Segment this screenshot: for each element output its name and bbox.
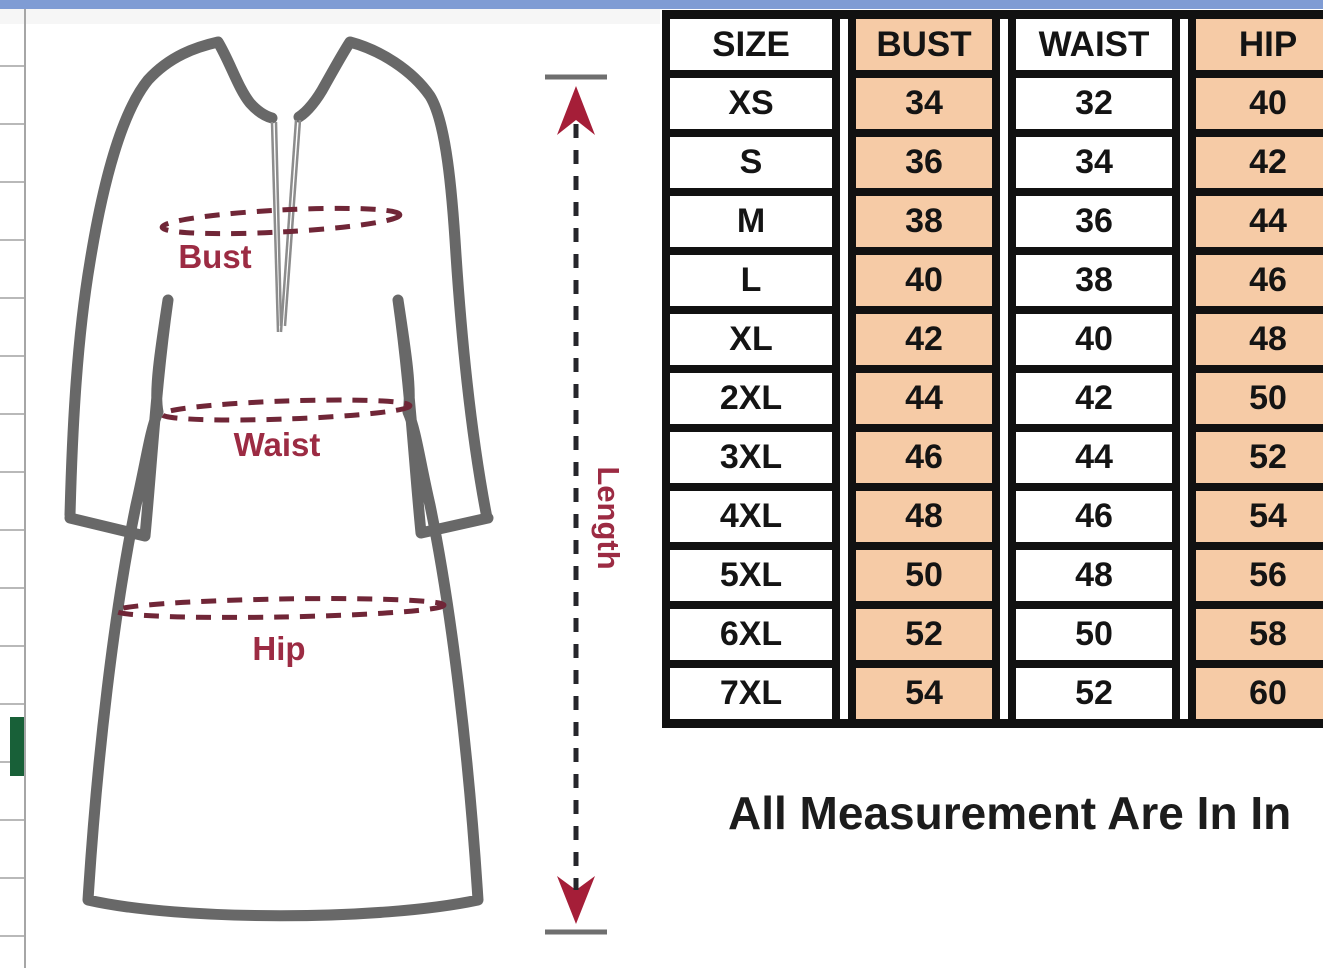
table-cell: 42 bbox=[1196, 129, 1323, 188]
table-cell: 54 bbox=[856, 660, 992, 719]
table-cell: 7XL bbox=[670, 660, 832, 719]
waist-line bbox=[159, 397, 413, 423]
table-cell: 42 bbox=[1016, 365, 1172, 424]
table-cell: XL bbox=[670, 306, 832, 365]
measurement-lines bbox=[113, 205, 447, 620]
table-cell: 36 bbox=[1016, 188, 1172, 247]
table-cell: 48 bbox=[1016, 542, 1172, 601]
table-cell: 5XL bbox=[670, 542, 832, 601]
table-cell: 44 bbox=[856, 365, 992, 424]
table-cell: 46 bbox=[1196, 247, 1323, 306]
hip-line bbox=[113, 596, 447, 620]
kurti-outline bbox=[64, 36, 494, 922]
table-cell: 40 bbox=[1016, 306, 1172, 365]
sheet-top-strip bbox=[0, 9, 660, 24]
column-header-bust: BUST bbox=[856, 19, 992, 70]
table-cell: S bbox=[670, 129, 832, 188]
column-header-size: SIZE bbox=[670, 19, 832, 70]
garment-diagram: Bust Waist Hip Length bbox=[64, 36, 626, 935]
table-cell: 52 bbox=[1016, 660, 1172, 719]
arrow-down-icon bbox=[557, 876, 595, 924]
table-cell: 38 bbox=[1016, 247, 1172, 306]
table-cell: 38 bbox=[856, 188, 992, 247]
top-blue-strip bbox=[0, 0, 1323, 9]
waist-label: Waist bbox=[234, 426, 321, 463]
table-cell: 58 bbox=[1196, 601, 1323, 660]
table-cell: 46 bbox=[1016, 483, 1172, 542]
table-cell: 40 bbox=[1196, 70, 1323, 129]
bust-line bbox=[159, 205, 403, 237]
table-cell: 6XL bbox=[670, 601, 832, 660]
table-cell: 46 bbox=[856, 424, 992, 483]
spreadsheet-margin bbox=[0, 9, 26, 968]
length-label: Length bbox=[591, 466, 626, 569]
length-arrow bbox=[545, 74, 607, 935]
column-header-waist: WAIST bbox=[1016, 19, 1172, 70]
table-cell: 34 bbox=[856, 70, 992, 129]
table-cell: 50 bbox=[1016, 601, 1172, 660]
table-cell: 56 bbox=[1196, 542, 1323, 601]
table-cell: 50 bbox=[856, 542, 992, 601]
table-cell: 60 bbox=[1196, 660, 1323, 719]
spreadsheet-selected-cell bbox=[10, 717, 24, 776]
table-column-waist: WAIST 32 34 36 38 40 42 44 46 48 50 52 bbox=[1008, 19, 1180, 719]
table-cell: 32 bbox=[1016, 70, 1172, 129]
table-cell: XS bbox=[670, 70, 832, 129]
table-cell: 3XL bbox=[670, 424, 832, 483]
table-cell: 44 bbox=[1016, 424, 1172, 483]
table-column-hip: HIP 40 42 44 46 48 50 52 54 56 58 60 bbox=[1188, 19, 1323, 719]
table-cell: 54 bbox=[1196, 483, 1323, 542]
table-cell: 34 bbox=[1016, 129, 1172, 188]
table-cell: 44 bbox=[1196, 188, 1323, 247]
table-cell: 36 bbox=[856, 129, 992, 188]
measurement-note: All Measurement Are In In bbox=[728, 787, 1292, 839]
table-column-size: SIZE XS S M L XL 2XL 3XL 4XL 5XL 6XL 7XL bbox=[662, 19, 840, 719]
table-cell: 4XL bbox=[670, 483, 832, 542]
bust-label: Bust bbox=[178, 238, 251, 275]
table-cell: 40 bbox=[856, 247, 992, 306]
size-table: SIZE XS S M L XL 2XL 3XL 4XL 5XL 6XL 7XL BUST 34 36 38 4… bbox=[662, 19, 1323, 719]
table-cell: 2XL bbox=[670, 365, 832, 424]
table-cell: 42 bbox=[856, 306, 992, 365]
table-bottom-border bbox=[662, 719, 1323, 728]
table-top-border bbox=[662, 10, 1323, 19]
table-cell: L bbox=[670, 247, 832, 306]
hip-label: Hip bbox=[252, 630, 305, 667]
table-column-bust: BUST 34 36 38 40 42 44 46 48 50 52 54 bbox=[848, 19, 1000, 719]
table-cell: 48 bbox=[1196, 306, 1323, 365]
arrow-up-icon bbox=[557, 86, 595, 135]
neck-slit-lines bbox=[270, 119, 302, 333]
table-cell: M bbox=[670, 188, 832, 247]
table-cell: 48 bbox=[856, 483, 992, 542]
table-cell: 50 bbox=[1196, 365, 1323, 424]
table-cell: 52 bbox=[1196, 424, 1323, 483]
table-cell: 52 bbox=[856, 601, 992, 660]
column-header-hip: HIP bbox=[1196, 19, 1323, 70]
